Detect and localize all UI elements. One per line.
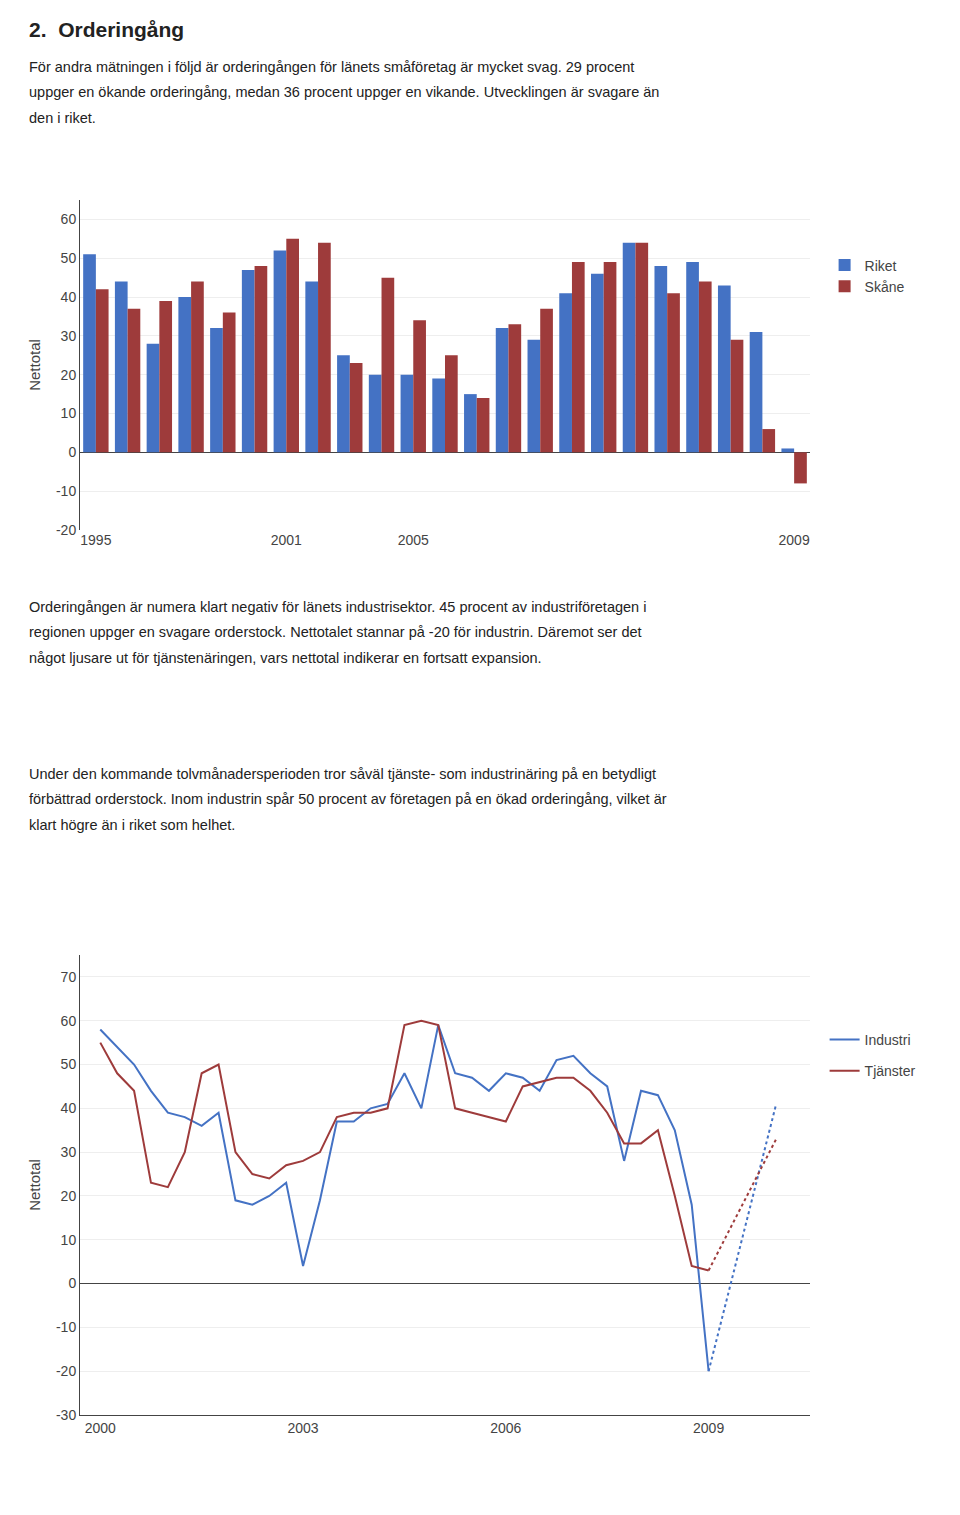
svg-text:2000: 2000 <box>85 1420 116 1436</box>
svg-text:2009: 2009 <box>779 532 810 548</box>
html-text:Orderingången är numera klart: Orderingången är numera klart negativ fö… <box>29 599 647 666</box>
svg-text:0: 0 <box>68 444 76 460</box>
svg-text:Skåne: Skåne <box>865 279 905 295</box>
svg-text:20: 20 <box>61 1188 77 1204</box>
html-text:2. Orderingång: 2. Orderingång <box>29 18 185 41</box>
svg-text:70: 70 <box>61 969 77 985</box>
svg-text:Nettotal: Nettotal <box>26 1159 43 1211</box>
svg-text:Riket: Riket <box>865 258 897 274</box>
svg-text:2006: 2006 <box>490 1420 521 1436</box>
svg-text:0: 0 <box>68 1275 76 1291</box>
svg-text:2009: 2009 <box>693 1420 724 1436</box>
svg-text:-20: -20 <box>56 1363 76 1379</box>
svg-text:30: 30 <box>61 1144 77 1160</box>
svg-text:-30: -30 <box>56 1407 76 1423</box>
svg-text:10: 10 <box>61 405 77 421</box>
svg-text:Nettotal: Nettotal <box>26 339 43 391</box>
svg-text:30: 30 <box>61 328 77 344</box>
svg-text:-10: -10 <box>56 1319 76 1335</box>
svg-text:10: 10 <box>61 1232 77 1248</box>
svg-text:50: 50 <box>61 1056 77 1072</box>
svg-text:50: 50 <box>61 250 77 266</box>
html-text:Under den kommande tolvmånader: Under den kommande tolvmånadersperioden … <box>29 766 667 833</box>
svg-text:60: 60 <box>61 1013 77 1029</box>
svg-text:Tjänster: Tjänster <box>865 1063 916 1079</box>
svg-text:40: 40 <box>61 289 77 305</box>
svg-text:-10: -10 <box>56 483 76 499</box>
svg-text:2003: 2003 <box>287 1420 318 1436</box>
svg-text:40: 40 <box>61 1100 77 1116</box>
svg-text:20: 20 <box>61 367 77 383</box>
svg-text:Industri: Industri <box>865 1032 911 1048</box>
html-text:För andra mätningen i följd är: För andra mätningen i följd är orderingå… <box>29 59 660 126</box>
svg-text:2001: 2001 <box>271 532 302 548</box>
svg-text:1995: 1995 <box>80 532 111 548</box>
svg-text:2005: 2005 <box>398 532 429 548</box>
svg-text:-20: -20 <box>56 522 76 538</box>
svg-text:60: 60 <box>61 211 77 227</box>
